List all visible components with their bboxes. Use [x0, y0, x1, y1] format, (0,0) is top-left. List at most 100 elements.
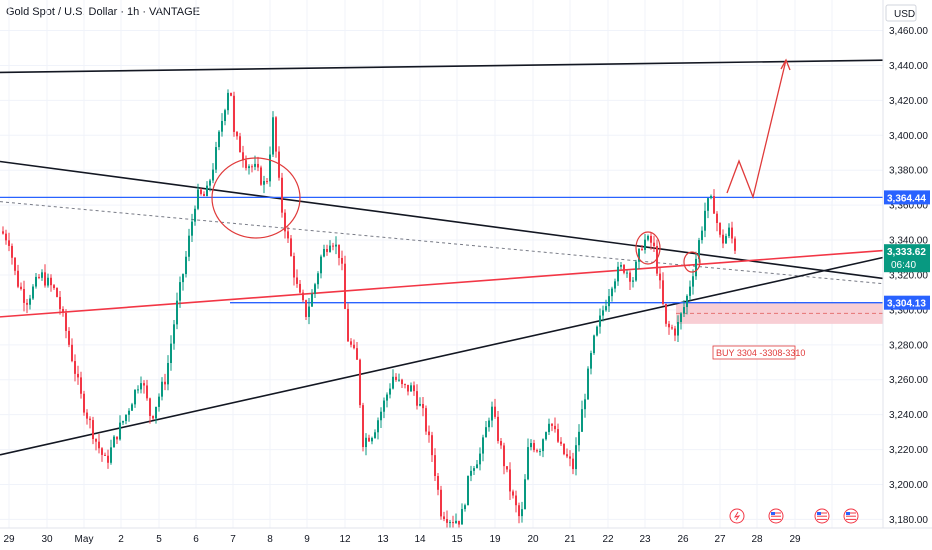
candle-body [134, 389, 136, 405]
candle-body [500, 441, 502, 446]
lightning-icon [729, 508, 745, 524]
y-tick-label: 3,260.00 [889, 375, 928, 386]
candle-body [569, 456, 571, 459]
x-tick-label: 21 [564, 534, 576, 545]
candle-body [158, 396, 160, 407]
candle-body [143, 383, 145, 386]
candle-body [521, 509, 523, 517]
candle-body [662, 280, 664, 304]
candle-body [554, 425, 556, 430]
x-tick-label: 5 [156, 534, 162, 545]
candles [2, 89, 736, 532]
candle-body [80, 377, 82, 394]
price-badge [884, 295, 930, 310]
candle-body [308, 306, 310, 317]
candle-body [242, 152, 244, 161]
candle-body [638, 248, 640, 262]
dashed-trendline [0, 201, 884, 285]
candle-body [296, 277, 298, 284]
candle-body [287, 231, 289, 239]
candle-body [557, 429, 559, 442]
candle-body [485, 427, 487, 438]
candle-body [206, 185, 208, 197]
candle-body [86, 412, 88, 419]
candle-body [17, 270, 19, 287]
candle-body [476, 464, 478, 469]
candle-body [77, 373, 79, 378]
x-tick-label: 29 [789, 534, 801, 545]
candle-body [164, 381, 166, 385]
candle-body [503, 445, 505, 467]
candle-body [269, 154, 271, 182]
candle-body [701, 230, 703, 241]
candle-body [656, 245, 658, 274]
candle-body [728, 227, 730, 237]
candle-body [104, 454, 106, 456]
candle-body [149, 398, 151, 416]
candle-body [674, 328, 676, 336]
candle-body [464, 505, 466, 510]
y-tick-label: 3,420.00 [889, 96, 928, 107]
candle-body [248, 166, 250, 169]
candle-body [722, 234, 724, 244]
candle-body [263, 181, 265, 185]
candle-body [278, 151, 280, 178]
candle-body [98, 441, 100, 449]
candle-body [449, 522, 451, 524]
candle-body [566, 454, 568, 457]
candle-body [44, 272, 46, 286]
candle-body [41, 272, 43, 278]
x-tick-label: 6 [193, 534, 199, 545]
candle-body [458, 520, 460, 525]
candle-body [512, 491, 514, 496]
candle-body [299, 283, 301, 293]
candle-body [341, 257, 343, 264]
us-flag-icon [843, 508, 859, 524]
projection-path [726, 59, 787, 200]
candle-body [605, 306, 607, 311]
circle-annotation [211, 157, 301, 239]
candle-body [101, 448, 103, 455]
candle-body [713, 196, 715, 214]
candle-body [716, 213, 718, 224]
price-badge-label: 3,304.13 [887, 299, 926, 310]
candle-body [611, 288, 613, 297]
circle-annotation [683, 251, 701, 273]
buy-annotation-box [712, 345, 796, 360]
candle-body [239, 136, 241, 153]
candle-body [176, 300, 178, 325]
candle-body [230, 92, 232, 96]
candle-body [356, 348, 358, 360]
candle-body [320, 256, 322, 274]
candle-body [290, 238, 292, 256]
upper-trendline [0, 59, 884, 74]
candle-body [581, 409, 583, 432]
candle-body [707, 198, 709, 211]
candle-body [635, 261, 637, 281]
candle-body [710, 196, 712, 199]
y-tick-label: 3,320.00 [889, 270, 928, 281]
candle-body [686, 295, 688, 308]
candle-body [659, 273, 661, 281]
candle-body [161, 381, 163, 397]
candle-body [185, 256, 187, 275]
candle-body [491, 406, 493, 421]
circle-annotation [635, 231, 661, 265]
candle-body [92, 420, 94, 440]
candle-body [293, 255, 295, 278]
candle-body [344, 263, 346, 309]
candle-body [647, 235, 649, 240]
candle-body [488, 420, 490, 428]
candle-body [527, 447, 529, 480]
candle-body [173, 324, 175, 344]
candle-body [362, 405, 364, 448]
candle-body [482, 437, 484, 454]
candle-body [533, 443, 535, 451]
candle-body [65, 312, 67, 331]
candle-body [578, 431, 580, 446]
descending-trendline [0, 160, 884, 280]
candle-body [497, 416, 499, 442]
candle-body [122, 421, 124, 423]
x-tick-label: 20 [527, 534, 539, 545]
